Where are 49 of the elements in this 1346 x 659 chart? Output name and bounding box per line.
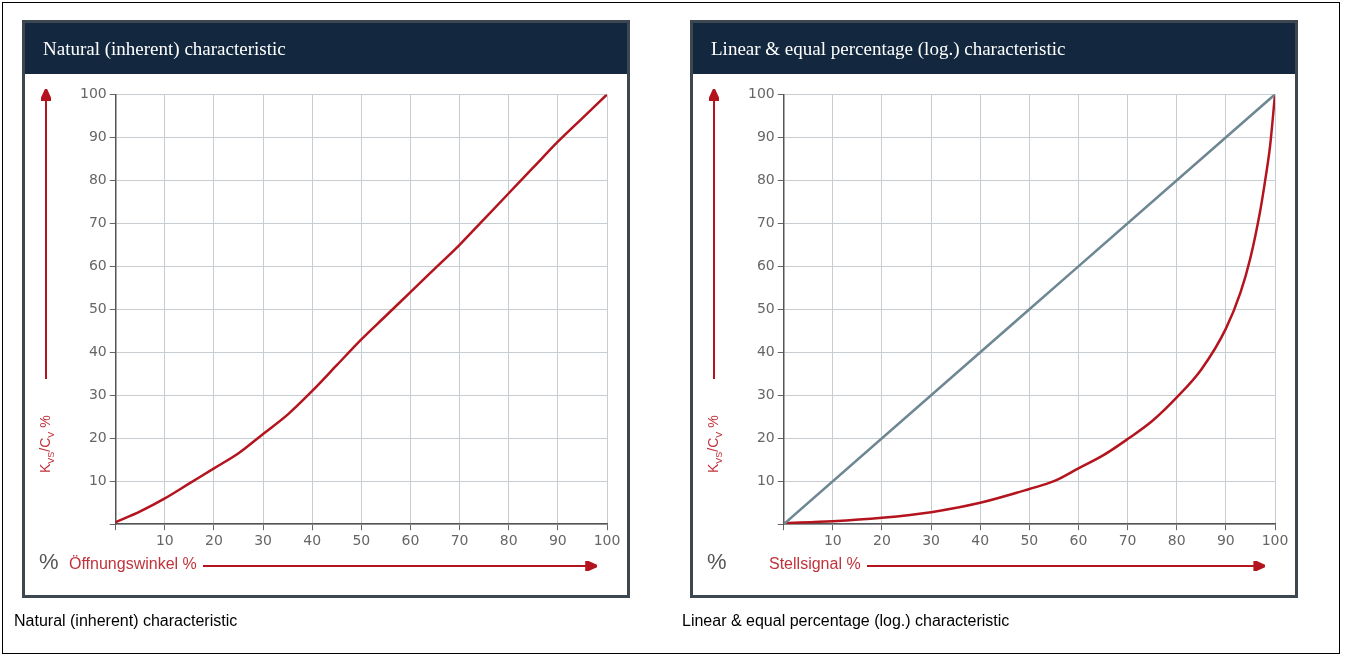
x-tick-label: 90 [1216, 532, 1235, 549]
y-tick-label: 20 [88, 428, 107, 445]
x-tick-label: 90 [548, 532, 567, 549]
x-axis-title: Öffnungswinkel % [69, 555, 197, 573]
x-tick-label: 10 [823, 532, 842, 549]
chart-title: Linear & equal percentage (log.) characteristic [693, 23, 1295, 74]
line-series [115, 94, 607, 524]
y-tick-label: 60 [756, 256, 775, 273]
x-tick-label: 70 [1118, 532, 1137, 549]
x-tick-label: 30 [254, 532, 273, 549]
y-tick-label: 30 [756, 385, 775, 402]
y-tick-label: 70 [88, 213, 107, 230]
chart-title: Natural (inherent) characteristic [25, 23, 627, 74]
x-tick-label: 40 [303, 532, 322, 549]
y-tick-label: 60 [88, 256, 107, 273]
x-tick-label: 20 [873, 532, 891, 549]
y-tick-label: 10 [88, 471, 107, 488]
x-tick-label: 80 [1167, 532, 1186, 549]
x-tick-label: 100 [593, 532, 621, 549]
x-tick-label: 80 [499, 532, 518, 549]
text: Linear & equal percentage (log.) characteristic [682, 612, 1010, 630]
y-tick-label: 20 [756, 428, 775, 445]
y-tick-label: 90 [756, 128, 775, 145]
x-tick-label: 70 [450, 532, 469, 549]
x-tick-label: 50 [1020, 532, 1039, 549]
y-tick-label: 90 [88, 128, 107, 145]
text: Natural (inherent) characteristic [14, 612, 238, 630]
text: % [39, 549, 59, 575]
y-tick-label: 80 [756, 171, 775, 187]
x-tick-label: 50 [352, 532, 371, 549]
text: % [707, 549, 727, 575]
y-tick-label: 50 [756, 299, 775, 316]
x-tick-label: 30 [922, 532, 941, 549]
x-tick-label: 20 [205, 532, 223, 549]
x-tick-label: 10 [155, 532, 174, 549]
x-tick-label: 100 [1261, 532, 1289, 549]
y-tick-label: 80 [88, 171, 107, 187]
y-tick-label: 40 [756, 342, 775, 359]
x-tick-label: 60 [401, 532, 420, 549]
y-tick-label: 70 [756, 213, 775, 230]
y-tick-label: 40 [88, 342, 107, 359]
y-tick-label: 50 [88, 299, 107, 316]
x-tick-label: 40 [971, 532, 990, 549]
y-tick-label: 30 [88, 385, 107, 402]
x-tick-label: 60 [1069, 532, 1088, 549]
y-tick-label: 100 [747, 85, 775, 102]
y-tick-label: 100 [79, 85, 107, 102]
y-tick-label: 10 [756, 471, 775, 488]
x-axis-title: Stellsignal % [769, 555, 861, 573]
